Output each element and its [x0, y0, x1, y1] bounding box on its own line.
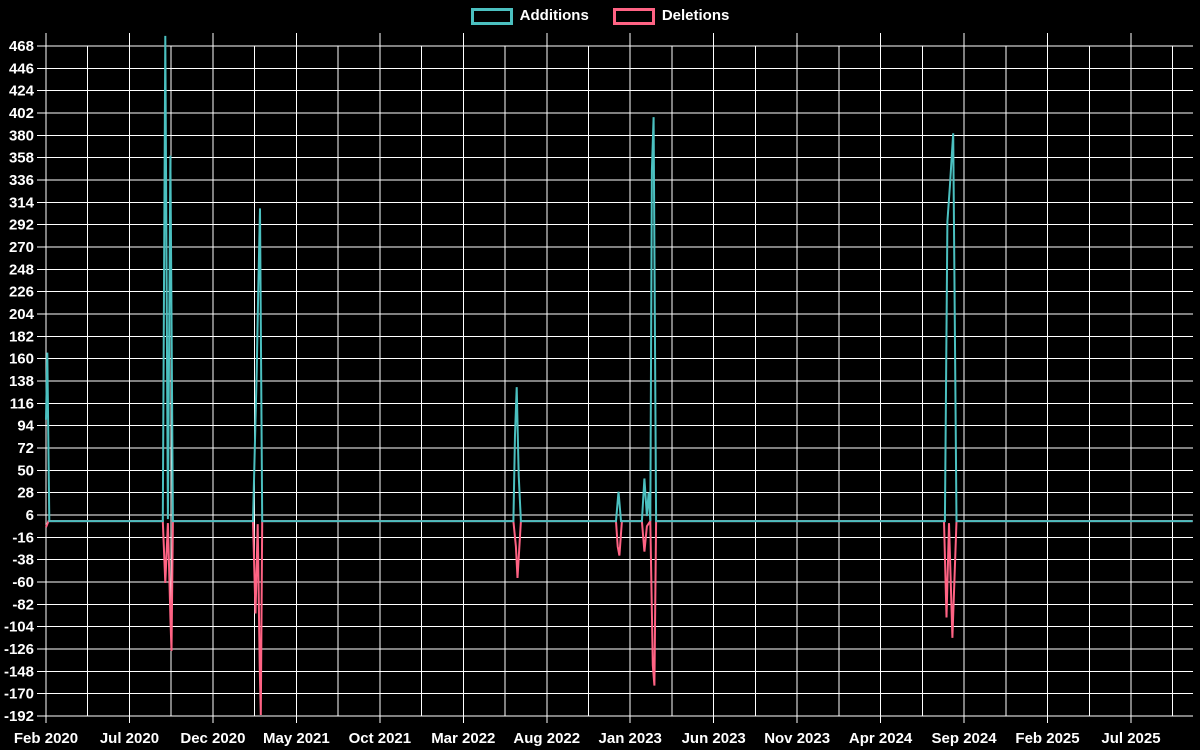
y-axis-label: 468	[9, 38, 34, 55]
x-axis-label: Mar 2022	[431, 730, 495, 747]
legend-item-additions[interactable]: Additions	[470, 7, 589, 25]
y-axis-label: 28	[17, 485, 34, 502]
y-axis-label: -148	[4, 663, 34, 680]
y-axis-label: 182	[9, 328, 34, 345]
y-axis-label: 424	[9, 83, 35, 100]
y-axis-label: -16	[12, 529, 34, 546]
y-axis-label: 94	[17, 418, 34, 435]
x-axis-label: Feb 2025	[1015, 730, 1079, 747]
x-axis-label: Aug 2022	[513, 730, 580, 747]
y-axis-label: 446	[9, 60, 34, 77]
series-line-deletions	[45, 517, 1193, 716]
chart-legend: Additions Deletions	[0, 7, 1200, 25]
x-axis-label: Nov 2023	[764, 730, 830, 747]
legend-label-additions: Additions	[519, 7, 589, 24]
legend-item-deletions[interactable]: Deletions	[612, 7, 730, 25]
x-axis-label: Jul 2025	[1101, 730, 1160, 747]
y-axis-label: -60	[12, 574, 34, 591]
x-axis-label: Apr 2024	[849, 730, 913, 747]
y-axis-label: 116	[10, 395, 34, 412]
x-axis-label: Sep 2024	[932, 730, 998, 747]
y-axis-label: 270	[9, 239, 34, 256]
y-axis-label: -104	[4, 619, 35, 636]
x-axis-label: Feb 2020	[14, 730, 78, 747]
legend-label-deletions: Deletions	[661, 7, 730, 24]
y-axis-label: 138	[9, 373, 34, 390]
x-axis-label: Jan 2023	[599, 730, 662, 747]
y-axis-label: 72	[17, 440, 34, 457]
y-axis-label: -126	[4, 641, 34, 658]
x-axis-label: Jun 2023	[682, 730, 746, 747]
y-axis-label: -82	[12, 596, 34, 613]
y-axis-label: -38	[12, 552, 34, 569]
y-axis-label: 380	[9, 127, 34, 144]
y-axis-label: -170	[4, 686, 34, 703]
x-axis-label: Dec 2020	[180, 730, 245, 747]
deletions-color-swatch	[612, 7, 655, 25]
y-axis-label: 160	[9, 351, 34, 368]
y-axis-label: 314	[9, 194, 35, 211]
x-axis-label: Jul 2020	[100, 730, 159, 747]
y-axis-label: -192	[4, 708, 34, 725]
y-axis-label: 336	[9, 172, 34, 189]
y-axis-label: 402	[9, 105, 34, 122]
y-axis-label: 6	[26, 507, 34, 524]
y-axis-label: 226	[9, 284, 34, 301]
y-axis-label: 292	[9, 217, 34, 234]
y-axis-label: 358	[9, 150, 34, 167]
additions-color-swatch	[470, 7, 513, 25]
y-axis-label: 248	[9, 261, 34, 278]
y-axis-label: 204	[9, 306, 35, 323]
x-axis-label: Oct 2021	[349, 730, 412, 747]
x-axis-label: May 2021	[263, 730, 330, 747]
y-axis-label: 50	[17, 462, 34, 479]
series-line-additions	[45, 35, 1193, 523]
